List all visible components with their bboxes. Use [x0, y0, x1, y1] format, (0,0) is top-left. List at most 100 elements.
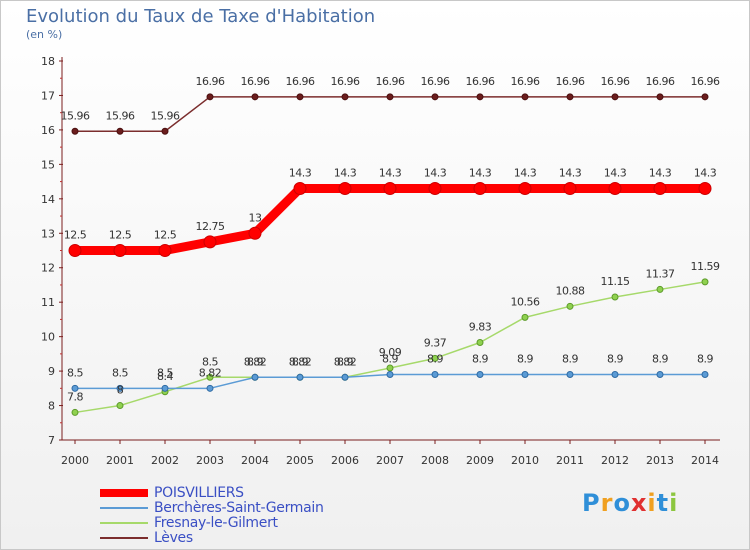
logo-letter: r	[600, 489, 614, 517]
data-label: 8.82	[199, 366, 222, 379]
data-label: 8.9	[652, 353, 668, 366]
data-point	[71, 384, 79, 392]
data-point	[341, 93, 349, 101]
data-label: 7.8	[67, 390, 83, 403]
data-point	[611, 93, 619, 101]
x-tick-label: 2012	[601, 454, 629, 467]
data-point	[701, 93, 709, 101]
data-label: 14.3	[334, 166, 357, 179]
x-tick-label: 2002	[151, 454, 179, 467]
data-point	[296, 373, 304, 381]
chart-subtitle: (en %)	[26, 28, 63, 41]
data-point	[476, 93, 484, 101]
logo-letter: o	[613, 489, 631, 517]
data-point	[71, 127, 79, 135]
data-label: 8.5	[112, 366, 128, 379]
data-point	[71, 408, 79, 416]
data-point	[656, 371, 664, 379]
x-tick-label: 2001	[106, 454, 134, 467]
x-tick-label: 2008	[421, 454, 449, 467]
data-label: 15.96	[61, 109, 90, 122]
data-point	[566, 371, 574, 379]
data-point	[701, 371, 709, 379]
data-label: 14.3	[559, 166, 582, 179]
x-tick-label: 2005	[286, 454, 314, 467]
data-label: 16.96	[691, 75, 720, 88]
data-label: 16.96	[511, 75, 540, 88]
data-point	[116, 127, 124, 135]
data-label: 8.9	[427, 353, 443, 366]
data-label: 11.37	[646, 267, 675, 280]
data-label: 12.5	[64, 229, 87, 242]
data-label: 9.83	[469, 320, 492, 333]
data-label: 14.3	[424, 166, 447, 179]
data-label: 16.96	[376, 75, 405, 88]
data-label: 12.5	[109, 229, 132, 242]
legend-label: Fresnay-le-Gilmert	[154, 514, 278, 531]
y-tick-label: 7	[48, 434, 55, 447]
legend-item-bercheres[interactable]: Berchères-Saint-Germain	[100, 500, 324, 516]
data-label: 8.4	[157, 370, 173, 383]
data-point	[296, 93, 304, 101]
data-point	[161, 384, 169, 392]
y-tick-label: 18	[41, 55, 55, 68]
data-label: 8.9	[607, 353, 623, 366]
data-label: 8.9	[517, 353, 533, 366]
legend-label: Lèves	[154, 529, 193, 546]
data-label: 8.9	[247, 355, 263, 368]
legend-item-poisvilliers[interactable]: POISVILLIERS	[100, 484, 324, 501]
data-label: 12.75	[196, 220, 225, 233]
data-label: 16.96	[286, 75, 315, 88]
data-point	[386, 93, 394, 101]
data-point	[563, 181, 577, 195]
data-label: 8.9	[337, 355, 353, 368]
data-point	[653, 181, 667, 195]
data-label: 14.3	[604, 166, 627, 179]
legend-label: POISVILLIERS	[154, 484, 244, 501]
data-label: 9.09	[379, 346, 402, 359]
data-label: 16.96	[556, 75, 585, 88]
data-point	[476, 338, 484, 346]
data-label: 8.9	[472, 353, 488, 366]
data-label: 14.3	[379, 166, 402, 179]
data-point	[473, 181, 487, 195]
data-point	[611, 371, 619, 379]
data-label: 16.96	[241, 75, 270, 88]
data-point	[116, 402, 124, 410]
data-point	[656, 285, 664, 293]
data-label: 15.96	[151, 109, 180, 122]
data-point	[158, 244, 172, 257]
y-tick-label: 8	[48, 400, 55, 413]
legend-item-leves[interactable]: Lèves	[100, 529, 324, 546]
data-point	[701, 278, 709, 286]
data-label: 16.96	[331, 75, 360, 88]
data-label: 14.3	[469, 166, 492, 179]
logo-letter: P	[582, 489, 601, 517]
logo-letter: i	[647, 489, 657, 517]
data-point	[428, 181, 442, 195]
chart-title: Evolution du Taux de Taxe d'Habitation	[26, 6, 376, 27]
data-label: 14.3	[289, 166, 312, 179]
data-label: 16.96	[601, 75, 630, 88]
y-tick-label: 11	[41, 296, 55, 309]
x-tick-label: 2000	[61, 454, 89, 467]
data-point	[656, 93, 664, 101]
data-point	[431, 93, 439, 101]
data-label: 13	[249, 211, 262, 224]
data-point	[521, 313, 529, 321]
legend-item-fresnay[interactable]: Fresnay-le-Gilmert	[100, 514, 324, 531]
data-point	[206, 384, 214, 392]
data-label: 14.3	[694, 166, 717, 179]
data-point	[203, 235, 217, 249]
y-tick-label: 10	[41, 331, 55, 344]
data-label: 11.15	[601, 275, 630, 288]
logo-letter: i	[669, 489, 679, 517]
proxiti-logo[interactable]: Proxiti	[582, 489, 678, 517]
x-tick-label: 2006	[331, 454, 359, 467]
data-point	[113, 244, 127, 257]
data-point	[338, 181, 352, 195]
data-point	[161, 127, 169, 135]
data-label: 8.5	[157, 366, 173, 379]
